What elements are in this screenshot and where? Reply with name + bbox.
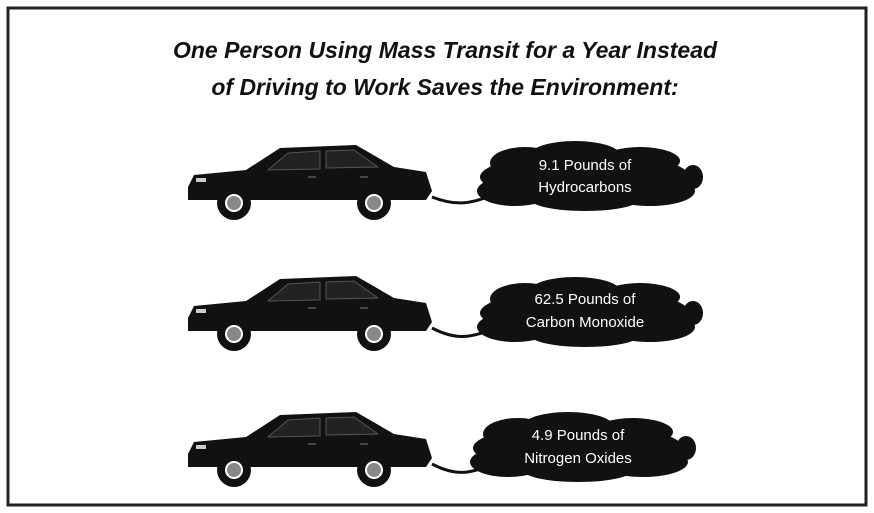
cloud-text: 4.9 Pounds of — [532, 427, 625, 444]
car — [188, 145, 432, 220]
title-line: of Driving to Work Saves the Environment… — [211, 74, 678, 100]
cloud-text: Nitrogen Oxides — [524, 450, 632, 467]
infographic: One Person Using Mass Transit for a Year… — [0, 0, 874, 513]
cloud-text: Hydrocarbons — [538, 179, 631, 196]
cloud — [470, 412, 696, 482]
cloud-text: 62.5 Pounds of — [535, 291, 637, 308]
cloud — [477, 277, 703, 347]
car — [188, 412, 432, 487]
cloud — [477, 141, 703, 211]
cloud-text: Carbon Monoxide — [526, 314, 644, 331]
cloud-text: 9.1 Pounds of — [539, 157, 632, 174]
car — [188, 276, 432, 351]
title-line: One Person Using Mass Transit for a Year… — [173, 37, 718, 63]
